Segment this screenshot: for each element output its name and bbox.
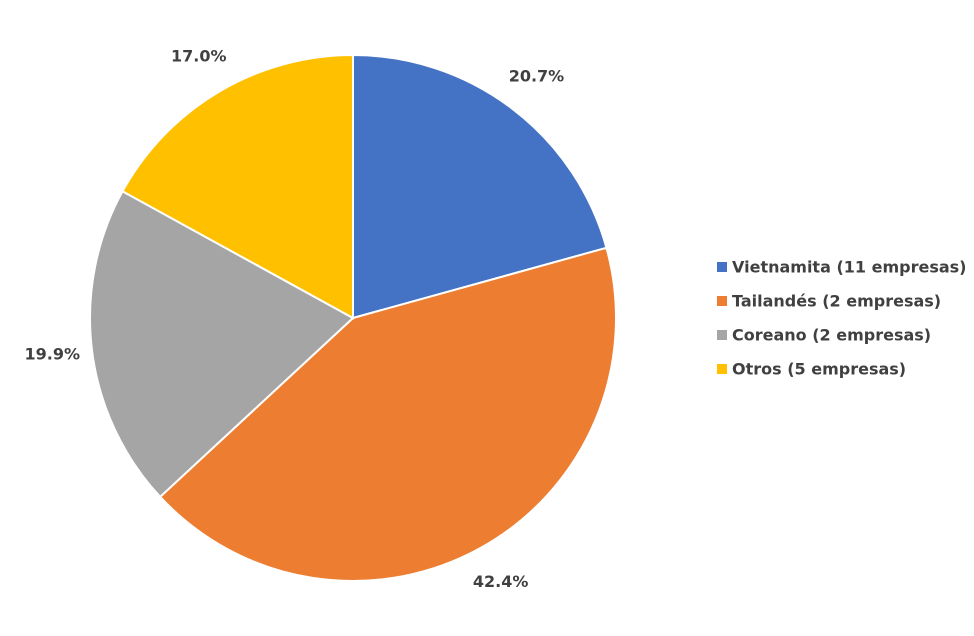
data-label: 17.0% xyxy=(171,47,227,66)
data-label: 20.7% xyxy=(509,66,565,85)
pie-slice xyxy=(121,53,354,320)
pie-slice xyxy=(352,53,608,320)
legend-label: Vietnamita (11 empresas) xyxy=(732,258,966,277)
data-label: 19.9% xyxy=(25,345,81,364)
pie-slice xyxy=(158,246,617,582)
legend-label: Tailandés (2 empresas) xyxy=(732,292,941,311)
legend-label: Otros (5 empresas) xyxy=(732,360,906,379)
legend-swatch xyxy=(717,262,727,272)
legend-swatch xyxy=(717,364,727,374)
legend-swatch xyxy=(717,330,727,340)
legend-swatch xyxy=(717,296,727,306)
legend-label: Coreano (2 empresas) xyxy=(732,326,931,345)
pie-slice xyxy=(89,189,355,499)
data-label: 42.4% xyxy=(473,572,529,591)
